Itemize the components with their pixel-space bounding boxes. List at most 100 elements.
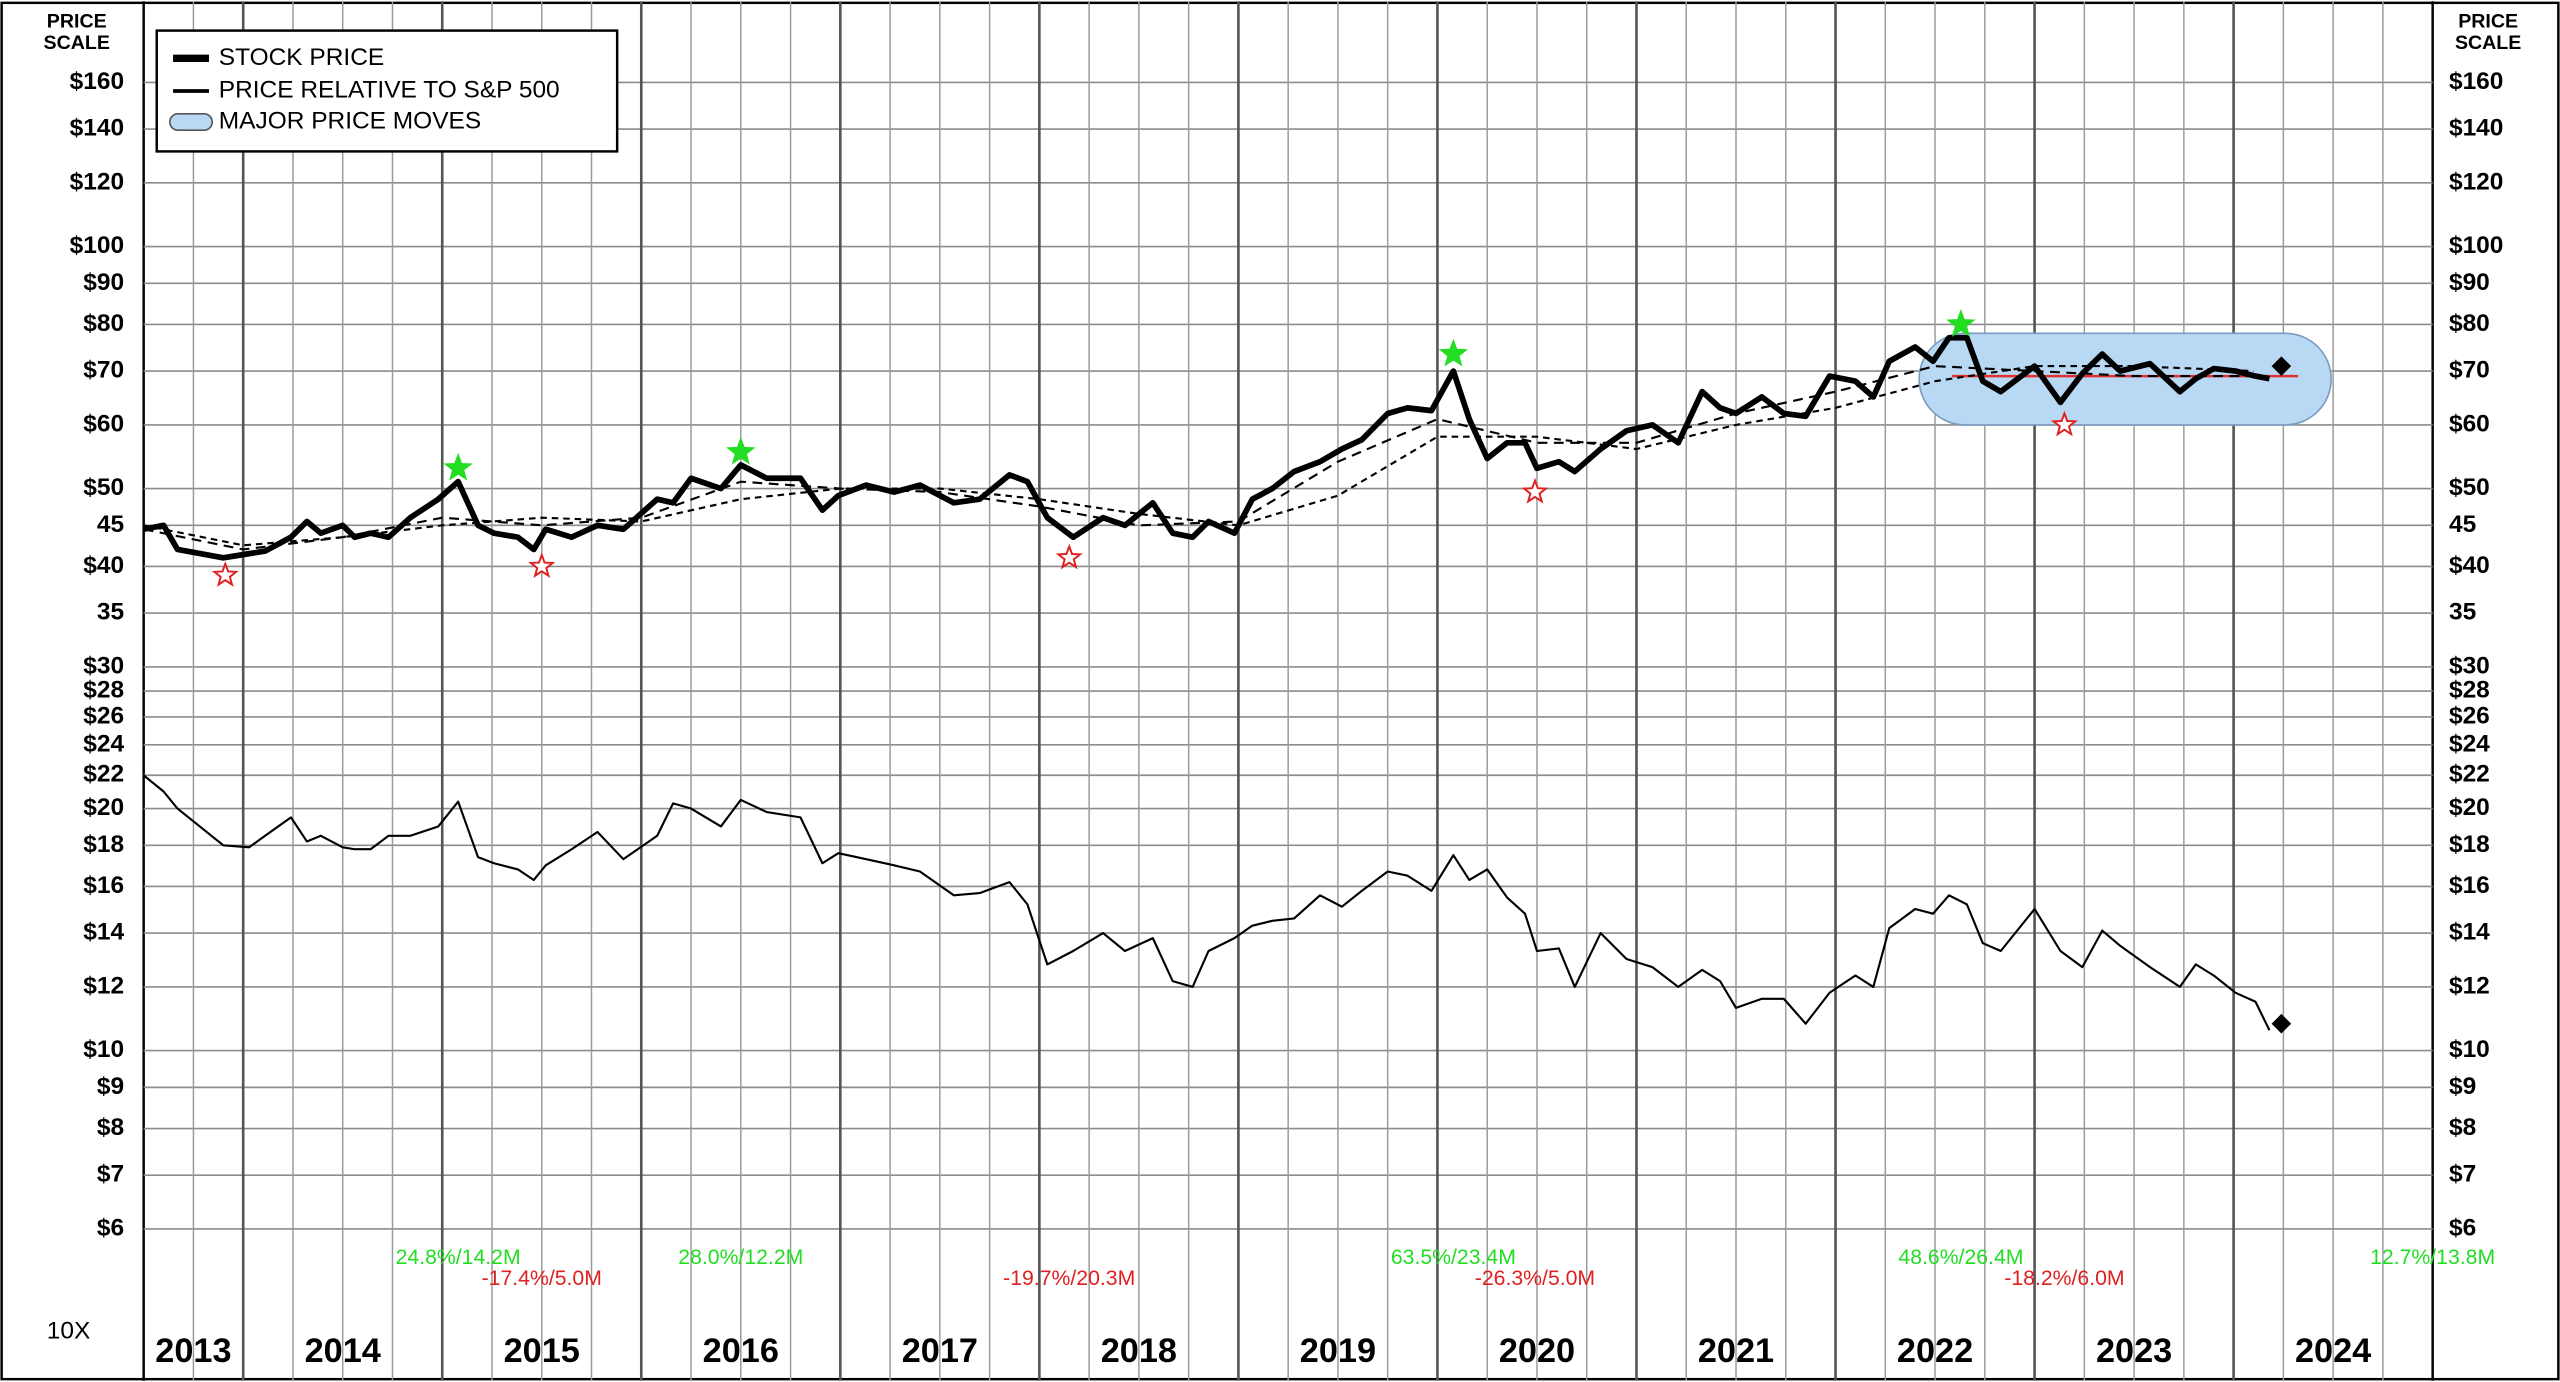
x-tick-label: 2015 <box>504 1332 580 1370</box>
y-tick-label: $18 <box>83 831 124 858</box>
x-tick-label: 2021 <box>1698 1332 1774 1370</box>
loss-label: -18.2%/6.0M <box>2004 1267 2124 1290</box>
major-price-move <box>1918 332 2332 426</box>
gain-label: 48.6%/26.4M <box>1898 1246 2023 1269</box>
legend-box <box>155 29 619 153</box>
y-tick-label-right: $30 <box>2449 652 2490 679</box>
series-line <box>143 774 2271 1031</box>
y-tick-label: $10 <box>83 1036 124 1063</box>
legend-label: PRICE RELATIVE TO S&P 500 <box>219 76 560 103</box>
y-tick-label: $100 <box>70 232 124 259</box>
x-tick-label: 2018 <box>1101 1332 1177 1370</box>
loss-label: -17.4%/5.0M <box>482 1267 602 1290</box>
y-tick-label: $40 <box>83 552 124 579</box>
marks <box>143 309 2332 1034</box>
y-tick-label-right: $6 <box>2449 1214 2476 1241</box>
x-tick-label: 2017 <box>902 1332 978 1370</box>
y-tick-label-right: $24 <box>2449 730 2490 757</box>
y-tick-label-right: 35 <box>2449 599 2476 626</box>
y-tick-label-right: $10 <box>2449 1036 2490 1063</box>
y-tick-label-right: $16 <box>2449 872 2490 899</box>
gain-label: 28.0%/12.2M <box>678 1246 803 1269</box>
y-tick-label-right: $9 <box>2449 1073 2476 1100</box>
x-tick-label: 2023 <box>2096 1332 2172 1370</box>
y-tick-label: $12 <box>83 972 124 999</box>
y-tick-label-right: $26 <box>2449 702 2490 729</box>
y-tick-label: $16 <box>83 872 124 899</box>
axis-title: PRICE <box>2458 11 2518 33</box>
axis-title: SCALE <box>44 32 110 54</box>
axis-title: PRICE <box>47 11 107 33</box>
y-tick-label: $28 <box>83 677 124 704</box>
y-tick-label-right: $12 <box>2449 972 2490 999</box>
y-tick-label: $8 <box>97 1114 124 1141</box>
y-tick-label-right: $22 <box>2449 761 2490 788</box>
y-tick-label-right: $20 <box>2449 794 2490 821</box>
high-star <box>443 452 473 481</box>
high-star <box>1438 338 1469 367</box>
y-tick-label: $7 <box>97 1161 124 1188</box>
low-star <box>528 552 556 578</box>
gain-label: 12.7%/13.8M <box>2370 1246 2495 1269</box>
legend-label: STOCK PRICE <box>219 44 384 71</box>
low-star <box>2050 410 2078 437</box>
y-tick-label: $120 <box>70 168 124 195</box>
latest-marker <box>2271 356 2292 376</box>
x-tick-label: 2020 <box>1499 1332 1575 1370</box>
y-tick-label: $60 <box>83 410 124 437</box>
series-line <box>143 334 2270 561</box>
y-tick-label: $9 <box>97 1073 124 1100</box>
y-tick-label: $22 <box>83 761 124 788</box>
axis-title: SCALE <box>2455 32 2521 54</box>
y-tick-label-right: $70 <box>2449 357 2490 384</box>
high-star <box>1946 309 1976 337</box>
y-tick-label: $6 <box>97 1214 124 1241</box>
scale-note: 10X <box>47 1317 91 1344</box>
labels: $6 $6 $7 $7 $8 $8 $9 $9 $10 $10 $12 $12 $14 $14 $16 $16… <box>44 11 2522 1371</box>
y-tick-label-right: $160 <box>2449 68 2503 95</box>
y-tick-label-right: $90 <box>2449 269 2490 296</box>
y-tick-label-right: $28 <box>2449 677 2490 704</box>
y-tick-label-right: $120 <box>2449 168 2503 195</box>
x-tick-label: 2022 <box>1897 1332 1973 1370</box>
y-tick-label: $24 <box>83 730 124 757</box>
y-tick-label-right: $14 <box>2449 919 2490 946</box>
y-tick-label: $140 <box>70 114 124 141</box>
loss-label: -19.7%/20.3M <box>1003 1267 1135 1290</box>
loss-label: -26.3%/5.0M <box>1475 1267 1595 1290</box>
x-tick-label: 2024 <box>2295 1332 2371 1370</box>
y-tick-label: 35 <box>97 599 124 626</box>
y-tick-label: $160 <box>70 68 124 95</box>
x-tick-label: 2013 <box>155 1332 231 1370</box>
y-tick-label-right: $8 <box>2449 1114 2476 1141</box>
y-tick-label-right: 45 <box>2449 511 2476 538</box>
y-tick-label-right: $50 <box>2449 474 2490 501</box>
high-star <box>726 436 756 465</box>
latest-marker <box>2271 1013 2292 1034</box>
y-tick-label: $90 <box>83 269 124 296</box>
legend-label: MAJOR PRICE MOVES <box>219 107 481 134</box>
grid <box>142 1 2434 1381</box>
y-tick-label-right: $18 <box>2449 831 2490 858</box>
y-tick-label-right: $80 <box>2449 310 2490 337</box>
y-tick-label: $50 <box>83 474 124 501</box>
x-tick-label: 2014 <box>305 1332 381 1370</box>
y-tick-label-right: $40 <box>2449 552 2490 579</box>
y-tick-label-right: $60 <box>2449 410 2490 437</box>
y-tick-label: $70 <box>83 357 124 384</box>
y-tick-label-right: $7 <box>2449 1161 2476 1188</box>
y-tick-label: $26 <box>83 702 124 729</box>
y-tick-label: $20 <box>83 794 124 821</box>
legend-swatch <box>168 113 214 132</box>
legend: STOCK PRICE PRICE RELATIVE TO S&P 500 MAJO… <box>155 29 619 153</box>
x-tick-label: 2019 <box>1300 1332 1376 1370</box>
y-tick-label: $80 <box>83 310 124 337</box>
y-tick-label-right: $100 <box>2449 232 2503 259</box>
y-tick-label: $14 <box>83 919 124 946</box>
gain-label: 24.8%/14.2M <box>396 1246 521 1269</box>
gain-label: 63.5%/23.4M <box>1391 1246 1516 1269</box>
low-star <box>1055 543 1083 570</box>
y-tick-label: 45 <box>97 511 124 538</box>
